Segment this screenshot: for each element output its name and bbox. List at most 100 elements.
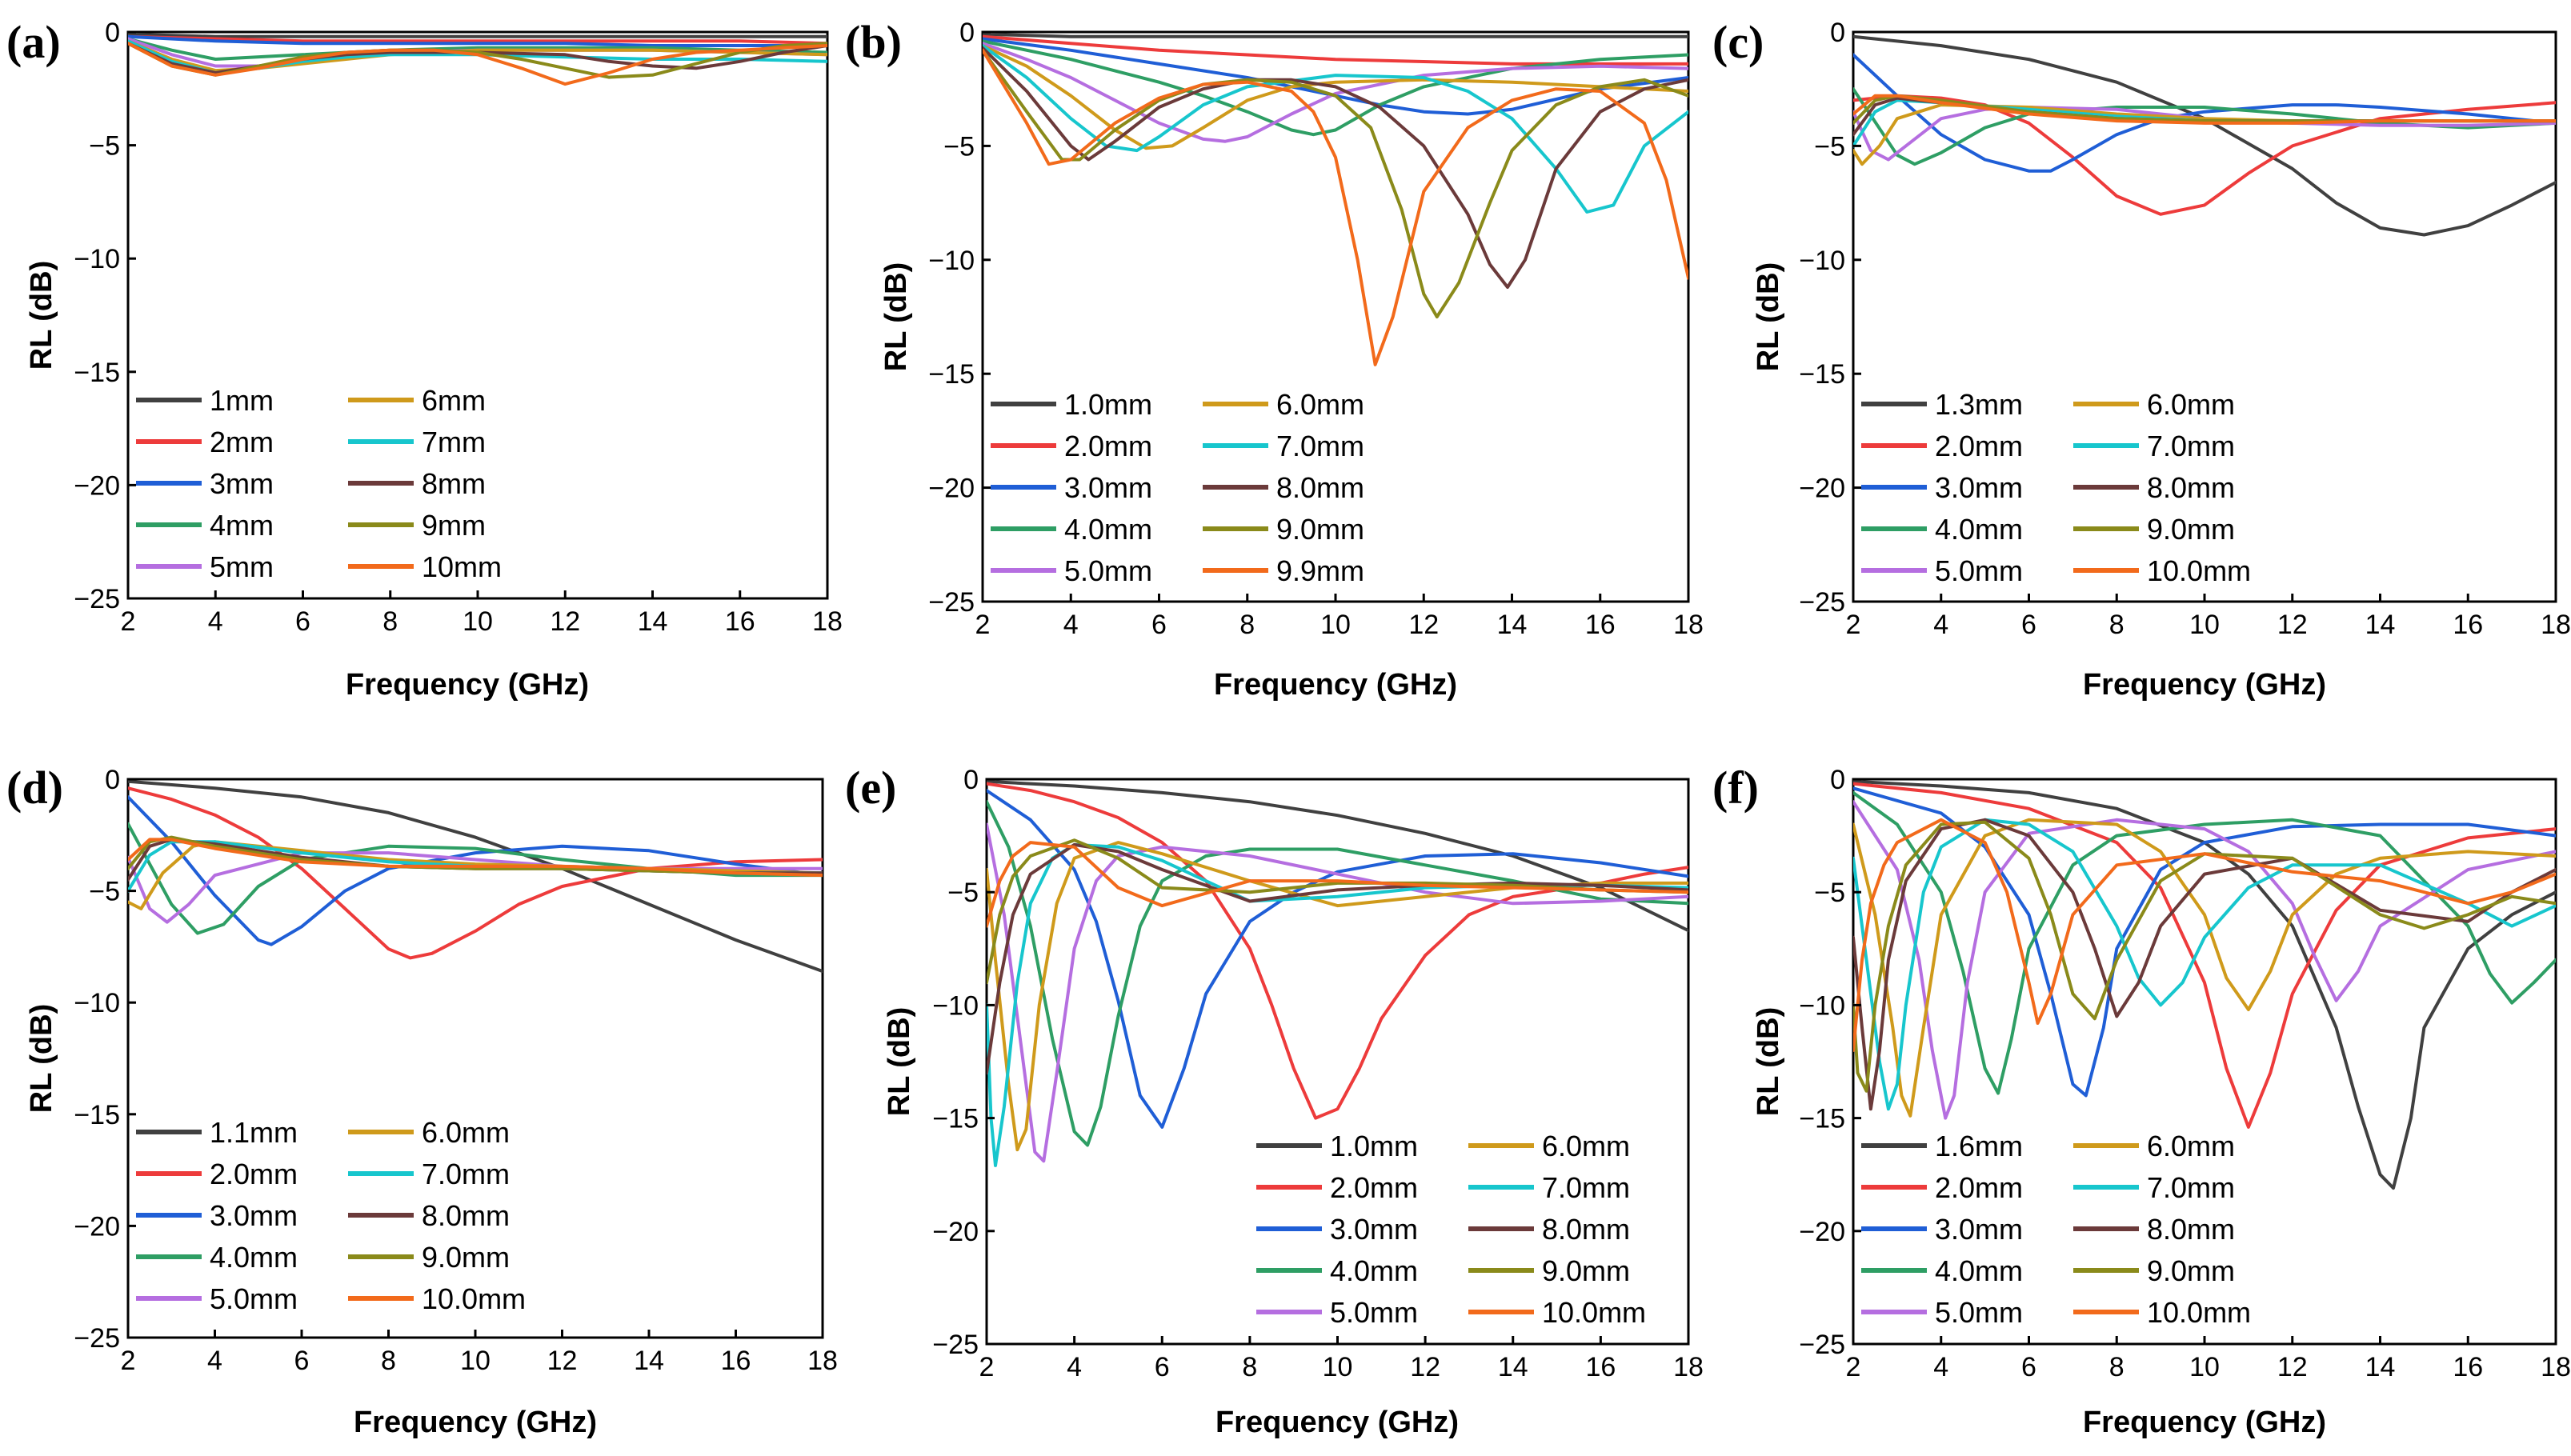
series-line xyxy=(987,782,1688,1120)
x-tick-label: 8 xyxy=(381,1346,396,1376)
series-line xyxy=(1853,790,2556,1095)
x-tick-label: 4 xyxy=(208,606,223,637)
y-axis-title: RL (dB) xyxy=(25,1004,58,1114)
y-tick-label: −10 xyxy=(1799,246,1845,276)
legend-label: 7.0mm xyxy=(2147,1171,2235,1204)
y-tick-label: −10 xyxy=(1799,990,1845,1021)
x-axis-title: Frequency (GHz) xyxy=(1215,1406,1459,1439)
x-tick-label: 2 xyxy=(1846,610,1861,640)
series-line xyxy=(128,34,827,47)
x-tick-label: 16 xyxy=(1585,1352,1616,1382)
legend-label: 10.0mm xyxy=(2147,554,2251,587)
x-tick-label: 18 xyxy=(807,1346,838,1376)
legend-label: 5.0mm xyxy=(1935,554,2023,587)
series-line xyxy=(1853,820,2556,1093)
panel-label: (f) xyxy=(1712,762,1759,814)
y-tick-label: −20 xyxy=(1799,1217,1845,1247)
panel-label: (c) xyxy=(1712,16,1764,68)
legend: 1.0mm 2.0mm 3.0mm 4.0mm 5.0mm 6.0mm 7.0mm 8.0mm… xyxy=(1256,1130,1646,1329)
legend-label: 3.0mm xyxy=(1935,1213,2023,1246)
legend-label: 1.6mm xyxy=(1935,1130,2023,1162)
legend-label: 10mm xyxy=(422,550,502,583)
y-tick-label: 0 xyxy=(1830,765,1845,795)
series-line xyxy=(128,42,827,86)
legend-label: 5.0mm xyxy=(1064,554,1152,587)
series-line xyxy=(983,46,1688,289)
legend-label: 9.0mm xyxy=(1542,1254,1630,1287)
legend-label: 6.0mm xyxy=(2147,1130,2235,1162)
legend: 1mm 2mm 3mm 4mm 5mm 6mm 7mm 8mm 9mm 10mm xyxy=(136,384,502,583)
legend-label: 5.0mm xyxy=(1935,1296,2023,1329)
series-line xyxy=(983,42,1688,143)
legend-label: 3.0mm xyxy=(1064,471,1152,504)
legend-label: 7.0mm xyxy=(422,1158,510,1190)
x-tick-label: 18 xyxy=(2541,610,2571,640)
legend-label: 4.0mm xyxy=(1064,513,1152,546)
x-tick-label: 4 xyxy=(1067,1352,1082,1382)
legend-label: 5mm xyxy=(210,550,274,583)
legend-label: 2.0mm xyxy=(1330,1171,1418,1204)
x-axis-title: Frequency (GHz) xyxy=(2083,1406,2326,1439)
y-tick-label: 0 xyxy=(1830,18,1845,48)
y-tick-label: −5 xyxy=(947,878,979,908)
legend-label: 6.0mm xyxy=(1542,1130,1630,1162)
legend-label: 6.0mm xyxy=(422,1116,510,1149)
y-tick-label: −10 xyxy=(928,246,975,276)
x-tick-label: 2 xyxy=(121,1346,136,1376)
x-tick-label: 8 xyxy=(1242,1352,1257,1382)
y-tick-label: −5 xyxy=(943,131,975,162)
legend: 1.1mm 2.0mm 3.0mm 4.0mm 5.0mm 6.0mm 7.0mm 8.0mm… xyxy=(136,1116,526,1315)
legend-label: 1.3mm xyxy=(1935,388,2023,421)
legend-label: 7.0mm xyxy=(1542,1171,1630,1204)
legend-label: 7mm xyxy=(422,426,486,458)
series-line xyxy=(983,32,1688,38)
y-tick-label: −20 xyxy=(928,474,975,504)
series-line xyxy=(987,779,1688,933)
series-line xyxy=(987,838,1688,985)
x-tick-label: 16 xyxy=(725,606,755,637)
series-line xyxy=(987,789,1688,1129)
legend-label: 3.0mm xyxy=(210,1199,298,1232)
y-tick-label: −15 xyxy=(1799,1104,1845,1134)
x-tick-label: 10 xyxy=(460,1346,491,1376)
series-line xyxy=(987,800,1688,1147)
series-line xyxy=(983,44,1688,150)
x-tick-label: 18 xyxy=(812,606,843,637)
series-line xyxy=(983,48,1688,366)
series-group xyxy=(987,779,1688,1167)
series-line xyxy=(128,838,823,878)
y-tick-label: −5 xyxy=(1814,131,1845,162)
y-tick-label: −15 xyxy=(74,1100,120,1130)
chart-panel: (d) 2 4 6 8 10 12 14 16 18 0 −5 −10 −15 −20 −25 Frequenc… xyxy=(6,762,838,1439)
x-tick-label: 18 xyxy=(2541,1352,2571,1382)
y-tick-label: 0 xyxy=(105,18,120,48)
legend-label: 10.0mm xyxy=(1542,1296,1646,1329)
series-line xyxy=(128,779,823,974)
panel-label: (e) xyxy=(845,762,896,814)
series-line xyxy=(1853,53,2556,173)
series-line xyxy=(1853,818,2556,1111)
series-group xyxy=(1853,34,2556,237)
y-tick-label: −5 xyxy=(1814,878,1845,908)
series-line xyxy=(1853,782,2556,1129)
x-tick-label: 2 xyxy=(975,610,991,640)
legend-label: 1.0mm xyxy=(1330,1130,1418,1162)
series-line xyxy=(1853,34,2556,237)
chart-panel: (e) 2 4 6 8 10 12 14 16 18 0 −5 −10 −15 −20 −25 Frequenc… xyxy=(845,762,1704,1439)
y-axis-title: RL (dB) xyxy=(879,262,913,372)
legend-label: 8.0mm xyxy=(2147,471,2235,504)
x-tick-label: 4 xyxy=(207,1346,222,1376)
x-tick-label: 10 xyxy=(2189,610,2220,640)
x-tick-label: 14 xyxy=(1498,1352,1528,1382)
y-axis-title: RL (dB) xyxy=(1752,262,1785,372)
x-tick-label: 12 xyxy=(550,606,580,637)
y-tick-label: 0 xyxy=(959,18,975,48)
series-line xyxy=(983,44,1688,214)
x-axis-title: Frequency (GHz) xyxy=(346,668,589,702)
legend: 1.0mm 2.0mm 3.0mm 4.0mm 5.0mm 6.0mm 7.0mm 8.0mm… xyxy=(991,388,1364,587)
x-tick-label: 14 xyxy=(2365,610,2396,640)
y-tick-label: −10 xyxy=(932,990,979,1021)
series-line xyxy=(1853,800,2556,1120)
x-tick-label: 4 xyxy=(1933,610,1948,640)
